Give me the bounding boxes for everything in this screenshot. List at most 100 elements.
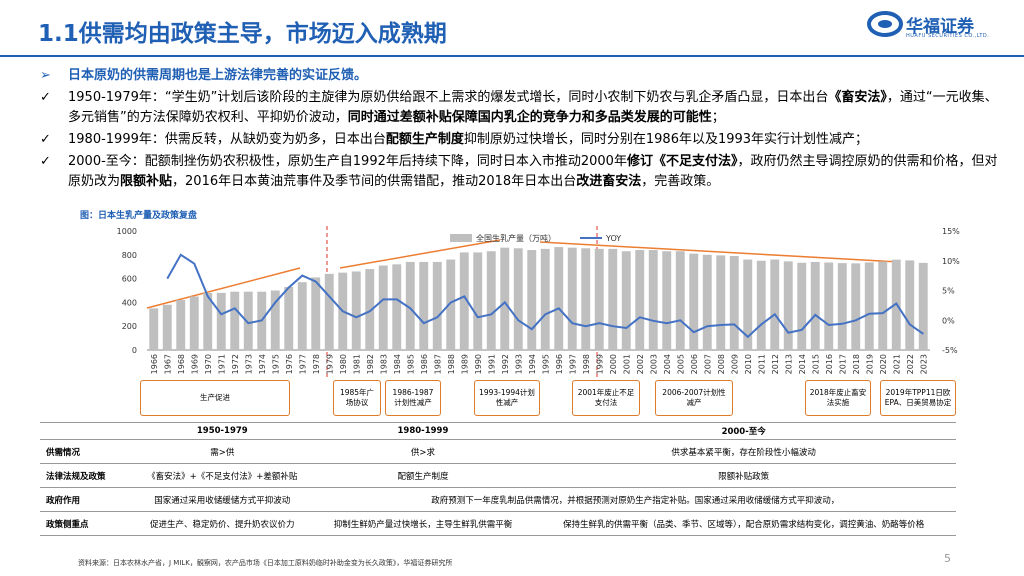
logo-en: HUAFU SECURITIES CO.,LTD. bbox=[906, 33, 990, 39]
table-cell: 抑制生鲜奶产量过快增长，主导生鲜乳供需平衡 bbox=[314, 511, 532, 536]
x-tick-label: 2009 bbox=[730, 354, 739, 374]
bar bbox=[756, 260, 766, 350]
bar bbox=[176, 300, 186, 350]
bar bbox=[675, 251, 685, 350]
bar bbox=[149, 308, 159, 350]
annotation-box: 2019年TPP11日欧EPA、日美贸易协定 bbox=[880, 380, 956, 416]
bar bbox=[459, 252, 469, 350]
row-label: 法律法规及政策 bbox=[40, 463, 130, 488]
x-tick-label: 1983 bbox=[379, 354, 388, 374]
bullet-text: 修订《不足支付法》 bbox=[626, 154, 738, 169]
x-tick-label: 1976 bbox=[285, 354, 294, 374]
bullet-text: 1980-1999年：供需反转，从缺奶变为奶多，日本出台 bbox=[68, 132, 386, 147]
table-cell: 促进生产、稳定奶价、提升奶农议价力 bbox=[130, 511, 315, 536]
x-tick-label: 1970 bbox=[204, 354, 213, 374]
row-label: 供需情况 bbox=[40, 439, 130, 464]
table-cell: 国家通过采用收储缓储方式平抑波动 bbox=[130, 487, 315, 512]
page-number: 5 bbox=[944, 552, 951, 565]
x-tick-label: 2001 bbox=[622, 354, 631, 374]
bullet: ➢ 日本原奶的供需周期也是上游法律完善的实证反馈。 bbox=[40, 66, 1000, 86]
bar bbox=[635, 250, 645, 350]
legend-swatch bbox=[450, 234, 472, 242]
bar bbox=[284, 286, 294, 350]
x-tick-label: 1974 bbox=[258, 354, 267, 374]
x-tick-label: 1977 bbox=[298, 354, 307, 374]
bar bbox=[243, 291, 253, 350]
bar bbox=[851, 263, 861, 350]
bar bbox=[621, 251, 631, 350]
table-header-cell bbox=[40, 422, 130, 440]
y-tick-label: 200 bbox=[122, 322, 137, 331]
x-tick-label: 2022 bbox=[906, 354, 915, 374]
table-row: 法律法规及政策 《畜安法》+《不足支付法》+差额补贴 配额生产制度 限额补贴政策 bbox=[40, 463, 956, 488]
bar bbox=[810, 261, 820, 350]
bar bbox=[486, 251, 496, 350]
bar bbox=[864, 262, 874, 350]
table-cell: 政府预测下一年度乳制品供需情况，并根据预测对原奶生产指定补贴。国家通过采用收储缓… bbox=[314, 487, 956, 512]
bar bbox=[297, 282, 307, 350]
bar bbox=[432, 261, 442, 350]
table-cell: 配额生产制度 bbox=[314, 463, 532, 488]
x-tick-label: 2000 bbox=[609, 354, 618, 374]
x-tick-label: 2003 bbox=[649, 354, 658, 374]
legend-label: 全国生乳产量（万吨） bbox=[476, 233, 556, 243]
line-series bbox=[166, 253, 924, 339]
bar bbox=[392, 264, 402, 350]
bar bbox=[162, 304, 172, 350]
x-tick-label: 1993 bbox=[514, 354, 523, 374]
row-label: 政策侧重点 bbox=[40, 511, 130, 536]
x-tick-label: 1967 bbox=[163, 354, 172, 374]
annotation-box: 1993-1994计划性减产 bbox=[474, 380, 540, 416]
bullet-text: ，完善政策。 bbox=[641, 174, 720, 189]
x-tick-label: 1966 bbox=[150, 354, 159, 374]
x-tick-label: 2011 bbox=[757, 354, 766, 374]
annotation-box: 1986-1987计划性减产 bbox=[385, 380, 441, 416]
bullet-marker: ➢ bbox=[40, 68, 51, 83]
bullet: ✓ 1950-1979年：“学生奶”计划后该阶段的主旋律为原奶供给跟不上需求的爆发… bbox=[40, 88, 1000, 128]
bar bbox=[743, 259, 753, 350]
chart: 0 200 400 600 800 1000 -5% 0% 5% 10% 15% 1966 1967 19… bbox=[117, 226, 960, 380]
bar bbox=[365, 269, 375, 350]
x-tick-label: 2020 bbox=[879, 354, 888, 374]
slide-title: 1.1供需均由政策主导，市场迈入成熟期 bbox=[38, 21, 447, 47]
bar bbox=[689, 253, 699, 350]
x-tick-label: 2006 bbox=[690, 354, 699, 374]
y-tick-label: 1000 bbox=[117, 227, 137, 236]
table-header-cell: 2000-至今 bbox=[531, 422, 956, 440]
x-tick-label: 2023 bbox=[919, 354, 928, 374]
bar bbox=[405, 261, 415, 350]
table-cell: 《畜安法》+《不足支付法》+差额补贴 bbox=[130, 463, 315, 488]
bullet: ✓ 1980-1999年：供需反转，从缺奶变为奶多，日本出台配额生产制度抑制原奶过… bbox=[40, 130, 1000, 150]
bullet-list: ➢ 日本原奶的供需周期也是上游法律完善的实证反馈。 ✓ 1950-1979年：“学生奶… bbox=[40, 66, 1000, 194]
table-row: 政策侧重点 促进生产、稳定奶价、提升奶农议价力 抑制生鲜奶产量过快增长，主导生鲜乳供… bbox=[40, 511, 956, 536]
x-tick-label: 1987 bbox=[433, 354, 442, 374]
policy-table: 1950-1979 1980-1999 2000-至今 供需情况 需>供 供>求 供求基本紧… bbox=[40, 422, 956, 536]
bar bbox=[540, 248, 550, 350]
x-tick-label: 2016 bbox=[825, 354, 834, 374]
bar bbox=[824, 262, 834, 350]
x-tick-label: 1990 bbox=[474, 354, 483, 374]
y2-tick-label: 15% bbox=[942, 227, 960, 236]
x-tick-label: 1978 bbox=[312, 354, 321, 374]
bullet-text: ，政府仍然主导调控原奶的供需和价格，但对原奶改为 bbox=[68, 154, 998, 189]
bar bbox=[554, 247, 564, 350]
x-tick-label: 1984 bbox=[393, 354, 402, 374]
bullet-text: ，通过“一元收集、多元销售”的方法保障奶农权利、平抑奶价波动， bbox=[68, 90, 998, 125]
bullet-text: ； bbox=[711, 110, 725, 125]
bar bbox=[905, 260, 915, 350]
annotation-box: 2001年废止不足支付法 bbox=[572, 380, 640, 416]
table-cell: 需>供 bbox=[130, 439, 315, 464]
bar bbox=[500, 247, 510, 350]
bar bbox=[729, 255, 739, 350]
x-tick-label: 1973 bbox=[244, 354, 253, 374]
annotation-box: 生产促进 bbox=[140, 380, 290, 416]
logo-name: 华福证券 bbox=[906, 17, 974, 37]
table-header-cell: 1950-1979 bbox=[130, 422, 315, 440]
bullet-text: 《畜安法》 bbox=[828, 90, 887, 105]
bar bbox=[783, 261, 793, 350]
y-tick-label: 800 bbox=[122, 251, 137, 260]
x-tick-label: 2012 bbox=[771, 354, 780, 374]
bullet-marker: ✓ bbox=[40, 132, 51, 147]
y2-tick-label: 10% bbox=[942, 257, 960, 266]
bullet-marker: ✓ bbox=[40, 154, 51, 169]
